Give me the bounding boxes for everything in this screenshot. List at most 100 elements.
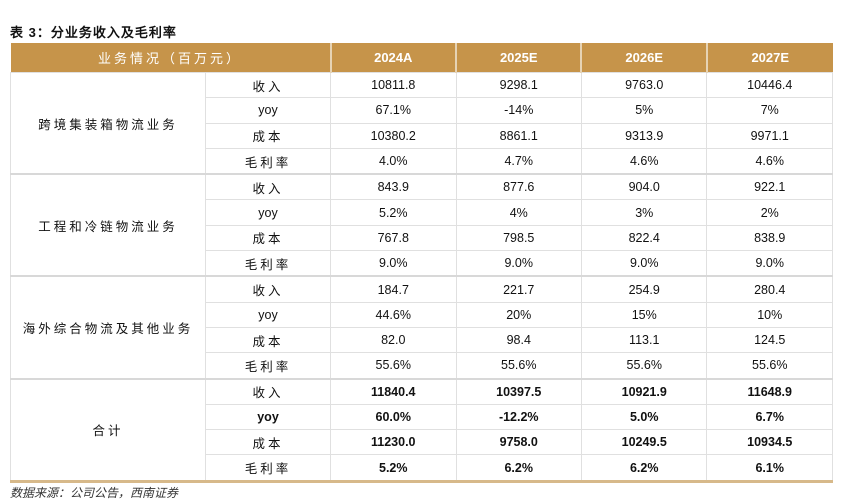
value-cell: 2%: [706, 199, 833, 226]
table-row: yoy 60.0% -12.2% 5.0% 6.7%: [11, 403, 833, 431]
value-cell: 5%: [580, 97, 708, 124]
table-row: 跨境集装箱物流业务 收入 10811.8 9298.1 9763.0 10446.4: [10, 71, 833, 175]
table-row: 毛利率 9.0% 9.0% 9.0% 9.0%: [11, 250, 833, 277]
value-cell: 767.8: [330, 224, 457, 252]
value-cell: 904.0: [580, 173, 708, 201]
table-row: 毛利率 5.2% 6.2% 6.2% 6.1%: [11, 454, 833, 483]
group-label: 合计: [10, 377, 206, 483]
value-cell: 10%: [706, 301, 833, 328]
value-cell: 4.6%: [706, 147, 833, 175]
header-cell: 2026E: [580, 43, 707, 73]
value-cell: 67.1%: [330, 97, 457, 124]
value-cell: 9.0%: [706, 250, 833, 277]
value-cell: 9758.0: [455, 429, 582, 456]
value-cell: 10380.2: [330, 122, 457, 149]
metric-label: 收入: [204, 275, 332, 303]
value-cell: 44.6%: [330, 301, 457, 328]
value-cell: 9971.1: [706, 122, 833, 149]
value-cell: 221.7: [455, 275, 582, 303]
value-cell: 10397.5: [455, 377, 582, 405]
value-cell: 11230.0: [330, 429, 457, 456]
header-cell: 业务情况（百万元）: [10, 43, 331, 73]
value-cell: 10249.5: [580, 429, 708, 456]
table-row: yoy 5.2% 4% 3% 2%: [11, 199, 833, 226]
header-cell: 2025E: [454, 43, 582, 73]
value-cell: 15%: [580, 301, 708, 328]
table-row: yoy 67.1% -14% 5% 7%: [11, 97, 833, 124]
value-cell: 5.2%: [330, 454, 457, 483]
value-cell: 843.9: [330, 173, 457, 201]
value-cell: 98.4: [455, 326, 582, 354]
metric-label: yoy: [204, 403, 332, 431]
value-cell: 8861.1: [455, 122, 582, 149]
header-cell: 2027E: [705, 43, 833, 73]
value-cell: 10811.8: [330, 71, 457, 99]
metric-label: 毛利率: [204, 147, 332, 175]
table-row: 毛利率 55.6% 55.6% 55.6% 55.6%: [11, 352, 833, 380]
value-cell: 55.6%: [455, 352, 582, 380]
value-cell: 113.1: [580, 326, 708, 354]
metric-label: 毛利率: [204, 250, 332, 277]
value-cell: 6.2%: [455, 454, 582, 483]
table-title: 表 3：分业务收入及毛利率: [10, 25, 177, 40]
value-cell: 4.0%: [330, 147, 457, 175]
value-cell: 10446.4: [706, 71, 833, 99]
value-cell: 9763.0: [580, 71, 708, 99]
metric-label: yoy: [204, 301, 332, 328]
revenue-margin-table: 业务情况（百万元） 2024A 2025E 2026E 2027E 跨境集装箱物流业务收…: [10, 43, 833, 483]
metric-label: yoy: [204, 97, 332, 124]
metric-label: 成本: [204, 122, 332, 149]
value-cell: 60.0%: [330, 403, 457, 431]
metric-label: 成本: [204, 429, 332, 456]
value-cell: 877.6: [455, 173, 582, 201]
table-header: 业务情况（百万元） 2024A 2025E 2026E 2027E: [10, 43, 833, 73]
table-row: 毛利率 4.0% 4.7% 4.6% 4.6%: [11, 147, 833, 175]
metric-label: 毛利率: [204, 454, 332, 483]
value-cell: 124.5: [706, 326, 833, 354]
value-cell: 838.9: [706, 224, 833, 252]
group-label: 海外综合物流及其他业务: [10, 275, 206, 380]
value-cell: 4.7%: [455, 147, 582, 175]
metric-label: 收入: [204, 377, 332, 405]
metric-label: 收入: [204, 71, 332, 99]
metric-label: 成本: [204, 224, 332, 252]
source-note: 数据来源：公司公告，西南证券: [10, 486, 179, 500]
value-cell: 9.0%: [330, 250, 457, 277]
value-cell: 10934.5: [706, 429, 833, 456]
value-cell: 184.7: [330, 275, 457, 303]
value-cell: 4.6%: [580, 147, 708, 175]
value-cell: 9.0%: [455, 250, 582, 277]
value-cell: 11648.9: [706, 377, 833, 405]
value-cell: 55.6%: [580, 352, 708, 380]
value-cell: 10921.9: [580, 377, 708, 405]
table-row: 成本 767.8 798.5 822.4 838.9: [11, 224, 833, 252]
value-cell: 6.2%: [580, 454, 708, 483]
value-cell: 798.5: [455, 224, 582, 252]
metric-label: 毛利率: [204, 352, 332, 380]
group-label: 工程和冷链物流业务: [10, 173, 206, 277]
value-cell: 4%: [455, 199, 582, 226]
value-cell: 55.6%: [706, 352, 833, 380]
value-cell: 6.1%: [706, 454, 833, 483]
value-cell: 9298.1: [455, 71, 582, 99]
table-row: 成本 82.0 98.4 113.1 124.5: [11, 326, 833, 354]
value-cell: 3%: [580, 199, 708, 226]
table-row: 成本 10380.2 8861.1 9313.9 9971.1: [11, 122, 833, 149]
value-cell: 6.7%: [706, 403, 833, 431]
value-cell: 5.2%: [330, 199, 457, 226]
value-cell: 20%: [455, 301, 582, 328]
table-row: 工程和冷链物流业务 收入 843.9 877.6 904.0 922.1: [10, 173, 833, 277]
value-cell: 11840.4: [330, 377, 457, 405]
table-row: 海外综合物流及其他业务 收入 184.7 221.7 254.9 280.4: [10, 275, 833, 380]
metric-label: yoy: [204, 199, 332, 226]
group-label: 跨境集装箱物流业务: [10, 72, 206, 175]
value-cell: 82.0: [330, 326, 457, 354]
metric-label: 成本: [204, 326, 332, 354]
value-cell: 922.1: [706, 173, 833, 201]
value-cell: 55.6%: [330, 352, 457, 380]
value-cell: 822.4: [580, 224, 708, 252]
value-cell: -14%: [455, 97, 582, 124]
value-cell: 9313.9: [580, 122, 708, 149]
table-row: 成本 11230.0 9758.0 10249.5 10934.5: [11, 429, 833, 456]
metric-label: 收入: [204, 173, 332, 201]
